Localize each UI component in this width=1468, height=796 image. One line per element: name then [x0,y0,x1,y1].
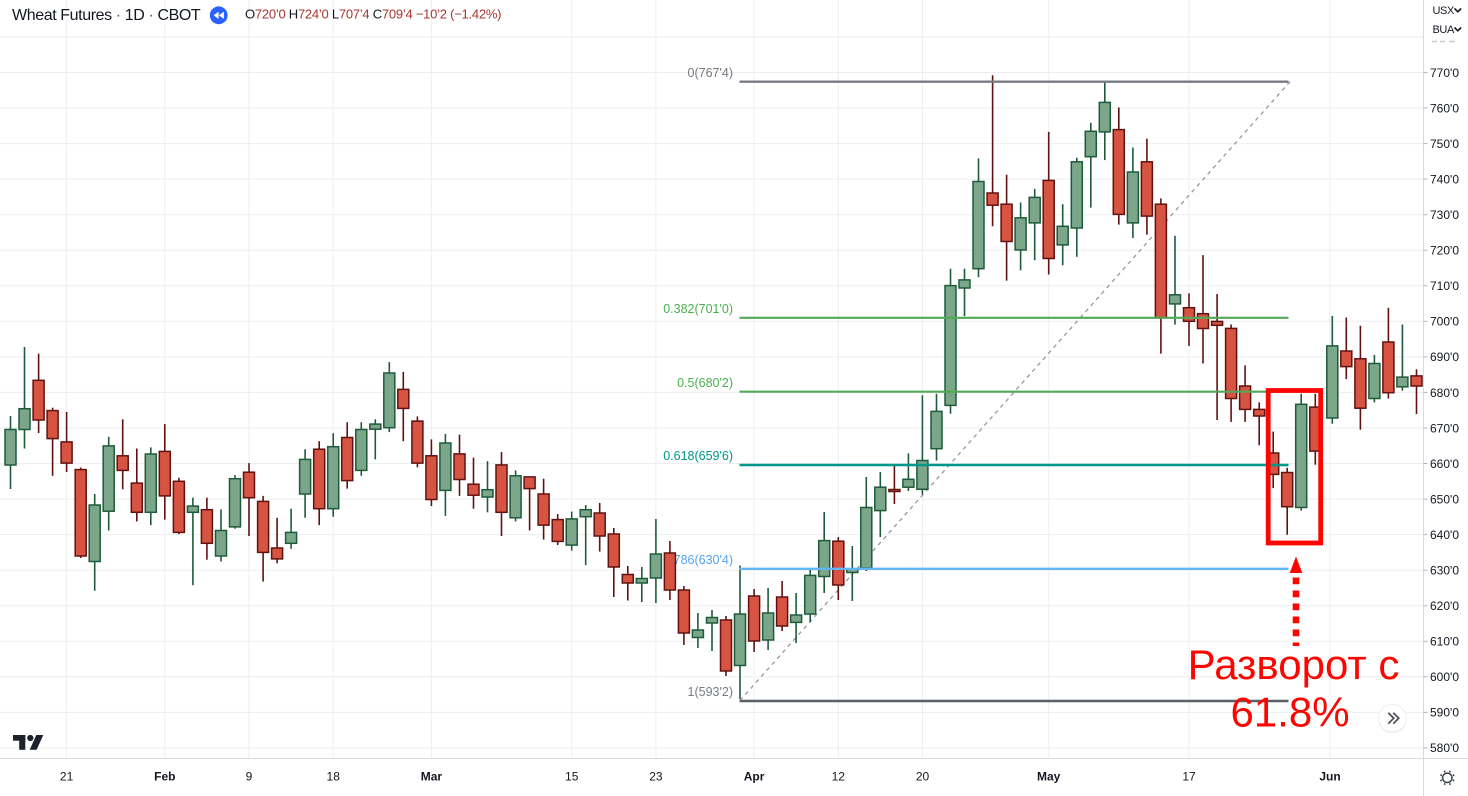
svg-text:0.786(630'4): 0.786(630'4) [663,553,733,567]
svg-text:750'0: 750'0 [1430,137,1459,151]
svg-text:O720’0 H724’0 L707’4 C709’4 −1: O720’0 H724’0 L707’4 C709’4 −10’2 (−1.42… [245,7,501,22]
svg-text:680'0: 680'0 [1430,386,1459,400]
svg-text:760'0: 760'0 [1430,101,1459,115]
svg-text:Feb: Feb [154,770,175,784]
svg-text:12: 12 [832,770,846,784]
svg-text:610'0: 610'0 [1430,635,1459,649]
svg-text:9: 9 [246,770,253,784]
svg-text:670'0: 670'0 [1430,421,1459,435]
svg-text:BUA: BUA [1433,24,1455,36]
svg-text:0.5(680'2): 0.5(680'2) [677,376,733,390]
svg-text:730'0: 730'0 [1430,208,1459,222]
svg-text:740'0: 740'0 [1430,172,1459,186]
svg-text:770'0: 770'0 [1430,66,1459,80]
svg-text:580'0: 580'0 [1430,741,1459,755]
svg-text:Jun: Jun [1319,770,1340,784]
svg-text:23: 23 [649,770,663,784]
svg-text:1(593'2): 1(593'2) [688,685,733,699]
svg-text:630'0: 630'0 [1430,564,1459,578]
svg-text:May: May [1037,770,1061,784]
svg-text:Wheat Futures · 1D · CBOT: Wheat Futures · 1D · CBOT [12,7,201,24]
svg-text:690'0: 690'0 [1430,350,1459,364]
svg-text:18: 18 [327,770,341,784]
svg-text:21: 21 [60,770,74,784]
svg-text:650'0: 650'0 [1430,492,1459,506]
svg-text:700'0: 700'0 [1430,315,1459,329]
svg-text:0.618(659'6): 0.618(659'6) [663,449,733,463]
svg-text:710'0: 710'0 [1430,279,1459,293]
svg-text:590'0: 590'0 [1430,706,1459,720]
svg-text:17: 17 [1182,770,1196,784]
svg-text:600'0: 600'0 [1430,670,1459,684]
svg-text:15: 15 [565,770,579,784]
svg-text:USX: USX [1433,5,1455,17]
svg-text:20: 20 [916,770,930,784]
svg-text:720'0: 720'0 [1430,244,1459,258]
svg-text:660'0: 660'0 [1430,457,1459,471]
svg-text:0.382(701'0): 0.382(701'0) [663,302,733,316]
svg-text:Разворот с: Разворот с [1188,641,1400,688]
svg-text:620'0: 620'0 [1430,599,1459,613]
svg-text:61.8%: 61.8% [1230,689,1349,736]
svg-text:Apr: Apr [744,770,765,784]
svg-text:640'0: 640'0 [1430,528,1459,542]
svg-text:Mar: Mar [421,770,443,784]
svg-text:0(767'4): 0(767'4) [688,66,733,80]
